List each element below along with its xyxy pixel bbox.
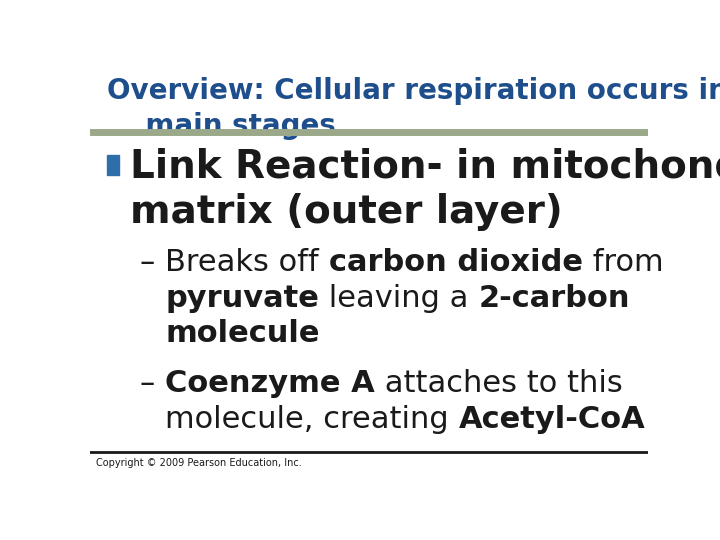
- Text: carbon dioxide: carbon dioxide: [328, 248, 582, 277]
- Text: leaving a: leaving a: [319, 284, 478, 313]
- Text: –: –: [140, 369, 165, 398]
- Text: – Breaks off: – Breaks off: [140, 248, 328, 277]
- Text: Overview: Cellular respiration occurs in three
    main stages: Overview: Cellular respiration occurs in…: [107, 77, 720, 140]
- Text: Acetyl-CoA: Acetyl-CoA: [459, 405, 645, 434]
- Text: molecule: molecule: [166, 319, 320, 348]
- Text: Link Reaction- in mitochondrial
matrix (outer layer): Link Reaction- in mitochondrial matrix (…: [130, 148, 720, 232]
- Text: molecule, creating: molecule, creating: [166, 405, 459, 434]
- Text: Coenzyme A: Coenzyme A: [165, 369, 375, 398]
- Text: pyruvate: pyruvate: [166, 284, 319, 313]
- Text: attaches to this: attaches to this: [375, 369, 623, 398]
- Bar: [107, 155, 119, 175]
- Text: Copyright © 2009 Pearson Education, Inc.: Copyright © 2009 Pearson Education, Inc.: [96, 458, 302, 468]
- Text: 2-carbon: 2-carbon: [478, 284, 630, 313]
- Text: from: from: [582, 248, 663, 277]
